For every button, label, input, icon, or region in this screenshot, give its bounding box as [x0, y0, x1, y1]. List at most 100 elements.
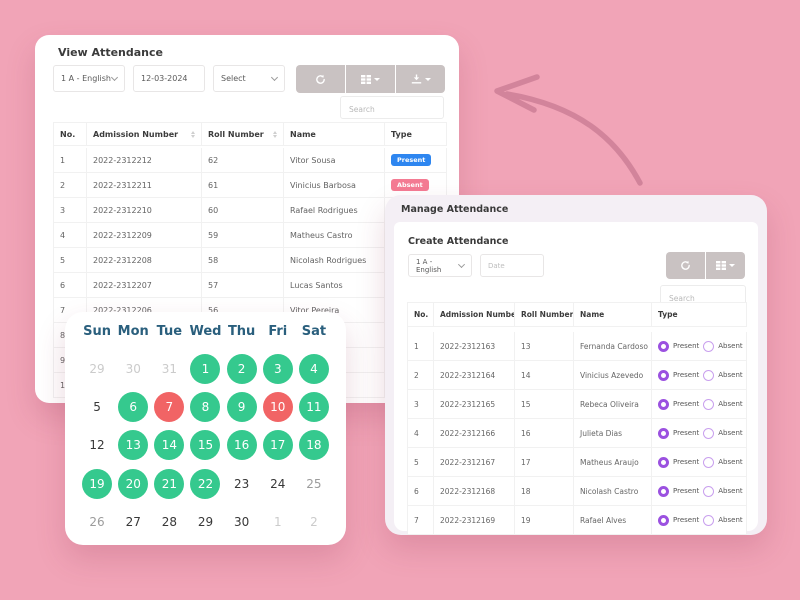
calendar-day[interactable]: 31 — [151, 350, 187, 388]
calendar-day[interactable]: 19 — [79, 465, 115, 503]
cell-type: Present Absent — [652, 419, 747, 448]
day-number: 31 — [161, 362, 177, 377]
calendar-day[interactable]: 26 — [79, 503, 115, 541]
calendar-day[interactable]: 24 — [260, 465, 296, 503]
calendar-day[interactable]: 9 — [224, 388, 260, 426]
refresh-button[interactable] — [296, 65, 345, 93]
cell-no: 6 — [408, 477, 434, 506]
present-radio[interactable] — [658, 514, 669, 526]
export-button[interactable] — [396, 65, 445, 93]
cell-admission: 2022-2312169 — [434, 506, 515, 535]
col-header-roll[interactable]: Roll Number — [202, 123, 284, 146]
view-search-input[interactable] — [341, 99, 443, 120]
calendar-day[interactable]: 8 — [187, 388, 223, 426]
date-field[interactable] — [488, 261, 536, 270]
cell-type: Present Absent — [652, 361, 747, 390]
present-radio[interactable] — [658, 456, 669, 468]
present-radio[interactable] — [658, 485, 669, 497]
calendar-day[interactable]: 18 — [296, 426, 332, 464]
cell-roll: 61 — [202, 173, 284, 198]
table-view-icon — [361, 74, 371, 84]
calendar-day[interactable]: 29 — [187, 503, 223, 541]
cell-no: 3 — [54, 198, 87, 223]
calendar-day[interactable]: 11 — [296, 388, 332, 426]
present-radio[interactable] — [658, 369, 669, 381]
view-filter-bar: 1 A - English 12-03-2024 Select — [53, 65, 445, 93]
calendar-day[interactable]: 22 — [187, 465, 223, 503]
calendar-day[interactable]: 1 — [260, 503, 296, 541]
cell-admission: 2022-2312210 — [87, 198, 202, 223]
calendar-day[interactable]: 4 — [296, 350, 332, 388]
calendar-day[interactable]: 30 — [115, 350, 151, 388]
date-input[interactable]: 12-03-2024 — [133, 65, 205, 92]
type-select[interactable]: Select — [213, 65, 285, 92]
calendar-day[interactable]: 15 — [187, 426, 223, 464]
absent-radio[interactable] — [703, 514, 715, 526]
calendar-day[interactable]: 6 — [115, 388, 151, 426]
calendar-day[interactable]: 16 — [224, 426, 260, 464]
calendar-day[interactable]: 27 — [115, 503, 151, 541]
absent-radio[interactable] — [703, 485, 715, 497]
calendar-day[interactable]: 2 — [296, 503, 332, 541]
absent-radio[interactable] — [703, 456, 715, 468]
cell-no: 4 — [54, 223, 87, 248]
col-header-name: Name — [574, 303, 652, 327]
calendar-day[interactable]: 17 — [260, 426, 296, 464]
day-number: 22 — [190, 468, 221, 499]
day-number: 21 — [154, 468, 185, 499]
calendar-day[interactable]: 10 — [260, 388, 296, 426]
day-number: 20 — [118, 468, 149, 499]
present-radio[interactable] — [658, 427, 669, 439]
calendar-day[interactable]: 12 — [79, 426, 115, 464]
calendar-day[interactable]: 1 — [187, 350, 223, 388]
class-section-select[interactable]: 1 A - English — [408, 254, 472, 277]
day-number: 23 — [233, 476, 250, 491]
calendar-day[interactable]: 21 — [151, 465, 187, 503]
day-number: 15 — [190, 430, 221, 461]
day-number: 13 — [118, 430, 149, 461]
cell-no: 2 — [408, 361, 434, 390]
calendar-day[interactable]: 3 — [260, 350, 296, 388]
cell-admission: 2022-2312168 — [434, 477, 515, 506]
absent-radio[interactable] — [703, 340, 715, 352]
calendar-day[interactable]: 30 — [224, 503, 260, 541]
calendar-day[interactable]: 20 — [115, 465, 151, 503]
calendar-day[interactable]: 14 — [151, 426, 187, 464]
cell-type: Present Absent — [652, 332, 747, 361]
class-section-select[interactable]: 1 A - English — [53, 65, 125, 92]
present-radio[interactable] — [658, 398, 669, 410]
col-header-admission[interactable]: Admission Number — [87, 123, 202, 146]
present-radio[interactable] — [658, 340, 669, 352]
calendar-day[interactable]: 13 — [115, 426, 151, 464]
columns-view-button[interactable] — [706, 252, 745, 279]
calendar-day[interactable]: 25 — [296, 465, 332, 503]
cell-name: Matheus Araujo — [574, 448, 652, 477]
columns-view-button[interactable] — [346, 65, 395, 93]
calendar-day[interactable]: 7 — [151, 388, 187, 426]
cell-name: Lucas Santos — [284, 273, 385, 298]
absent-radio[interactable] — [703, 427, 715, 439]
cell-name: Rafael Alves — [574, 506, 652, 535]
absent-radio[interactable] — [703, 398, 715, 410]
col-header-admission: Admission Number — [434, 303, 515, 327]
manage-toolbar — [666, 252, 745, 279]
view-search-box — [340, 96, 444, 120]
col-header-type: Type — [652, 303, 747, 327]
cell-no: 1 — [408, 332, 434, 361]
absent-radio[interactable] — [703, 369, 715, 381]
day-number: 30 — [233, 514, 250, 529]
refresh-button[interactable] — [666, 252, 705, 279]
calendar-day[interactable]: 23 — [224, 465, 260, 503]
calendar-day[interactable]: 2 — [224, 350, 260, 388]
cell-type: Present Absent — [652, 448, 747, 477]
calendar-weekday: Thu — [227, 324, 256, 339]
day-number: 28 — [161, 514, 177, 529]
calendar-weekday-row: Sun Mon Tue Wed Thu Fri Sat — [79, 324, 332, 339]
calendar-day[interactable]: 5 — [79, 388, 115, 426]
calendar-day[interactable]: 28 — [151, 503, 187, 541]
chevron-down-icon — [110, 73, 119, 81]
calendar-day[interactable]: 29 — [79, 350, 115, 388]
day-number: 16 — [226, 430, 257, 461]
date-input — [480, 254, 544, 277]
cell-admission: 2022-2312167 — [434, 448, 515, 477]
